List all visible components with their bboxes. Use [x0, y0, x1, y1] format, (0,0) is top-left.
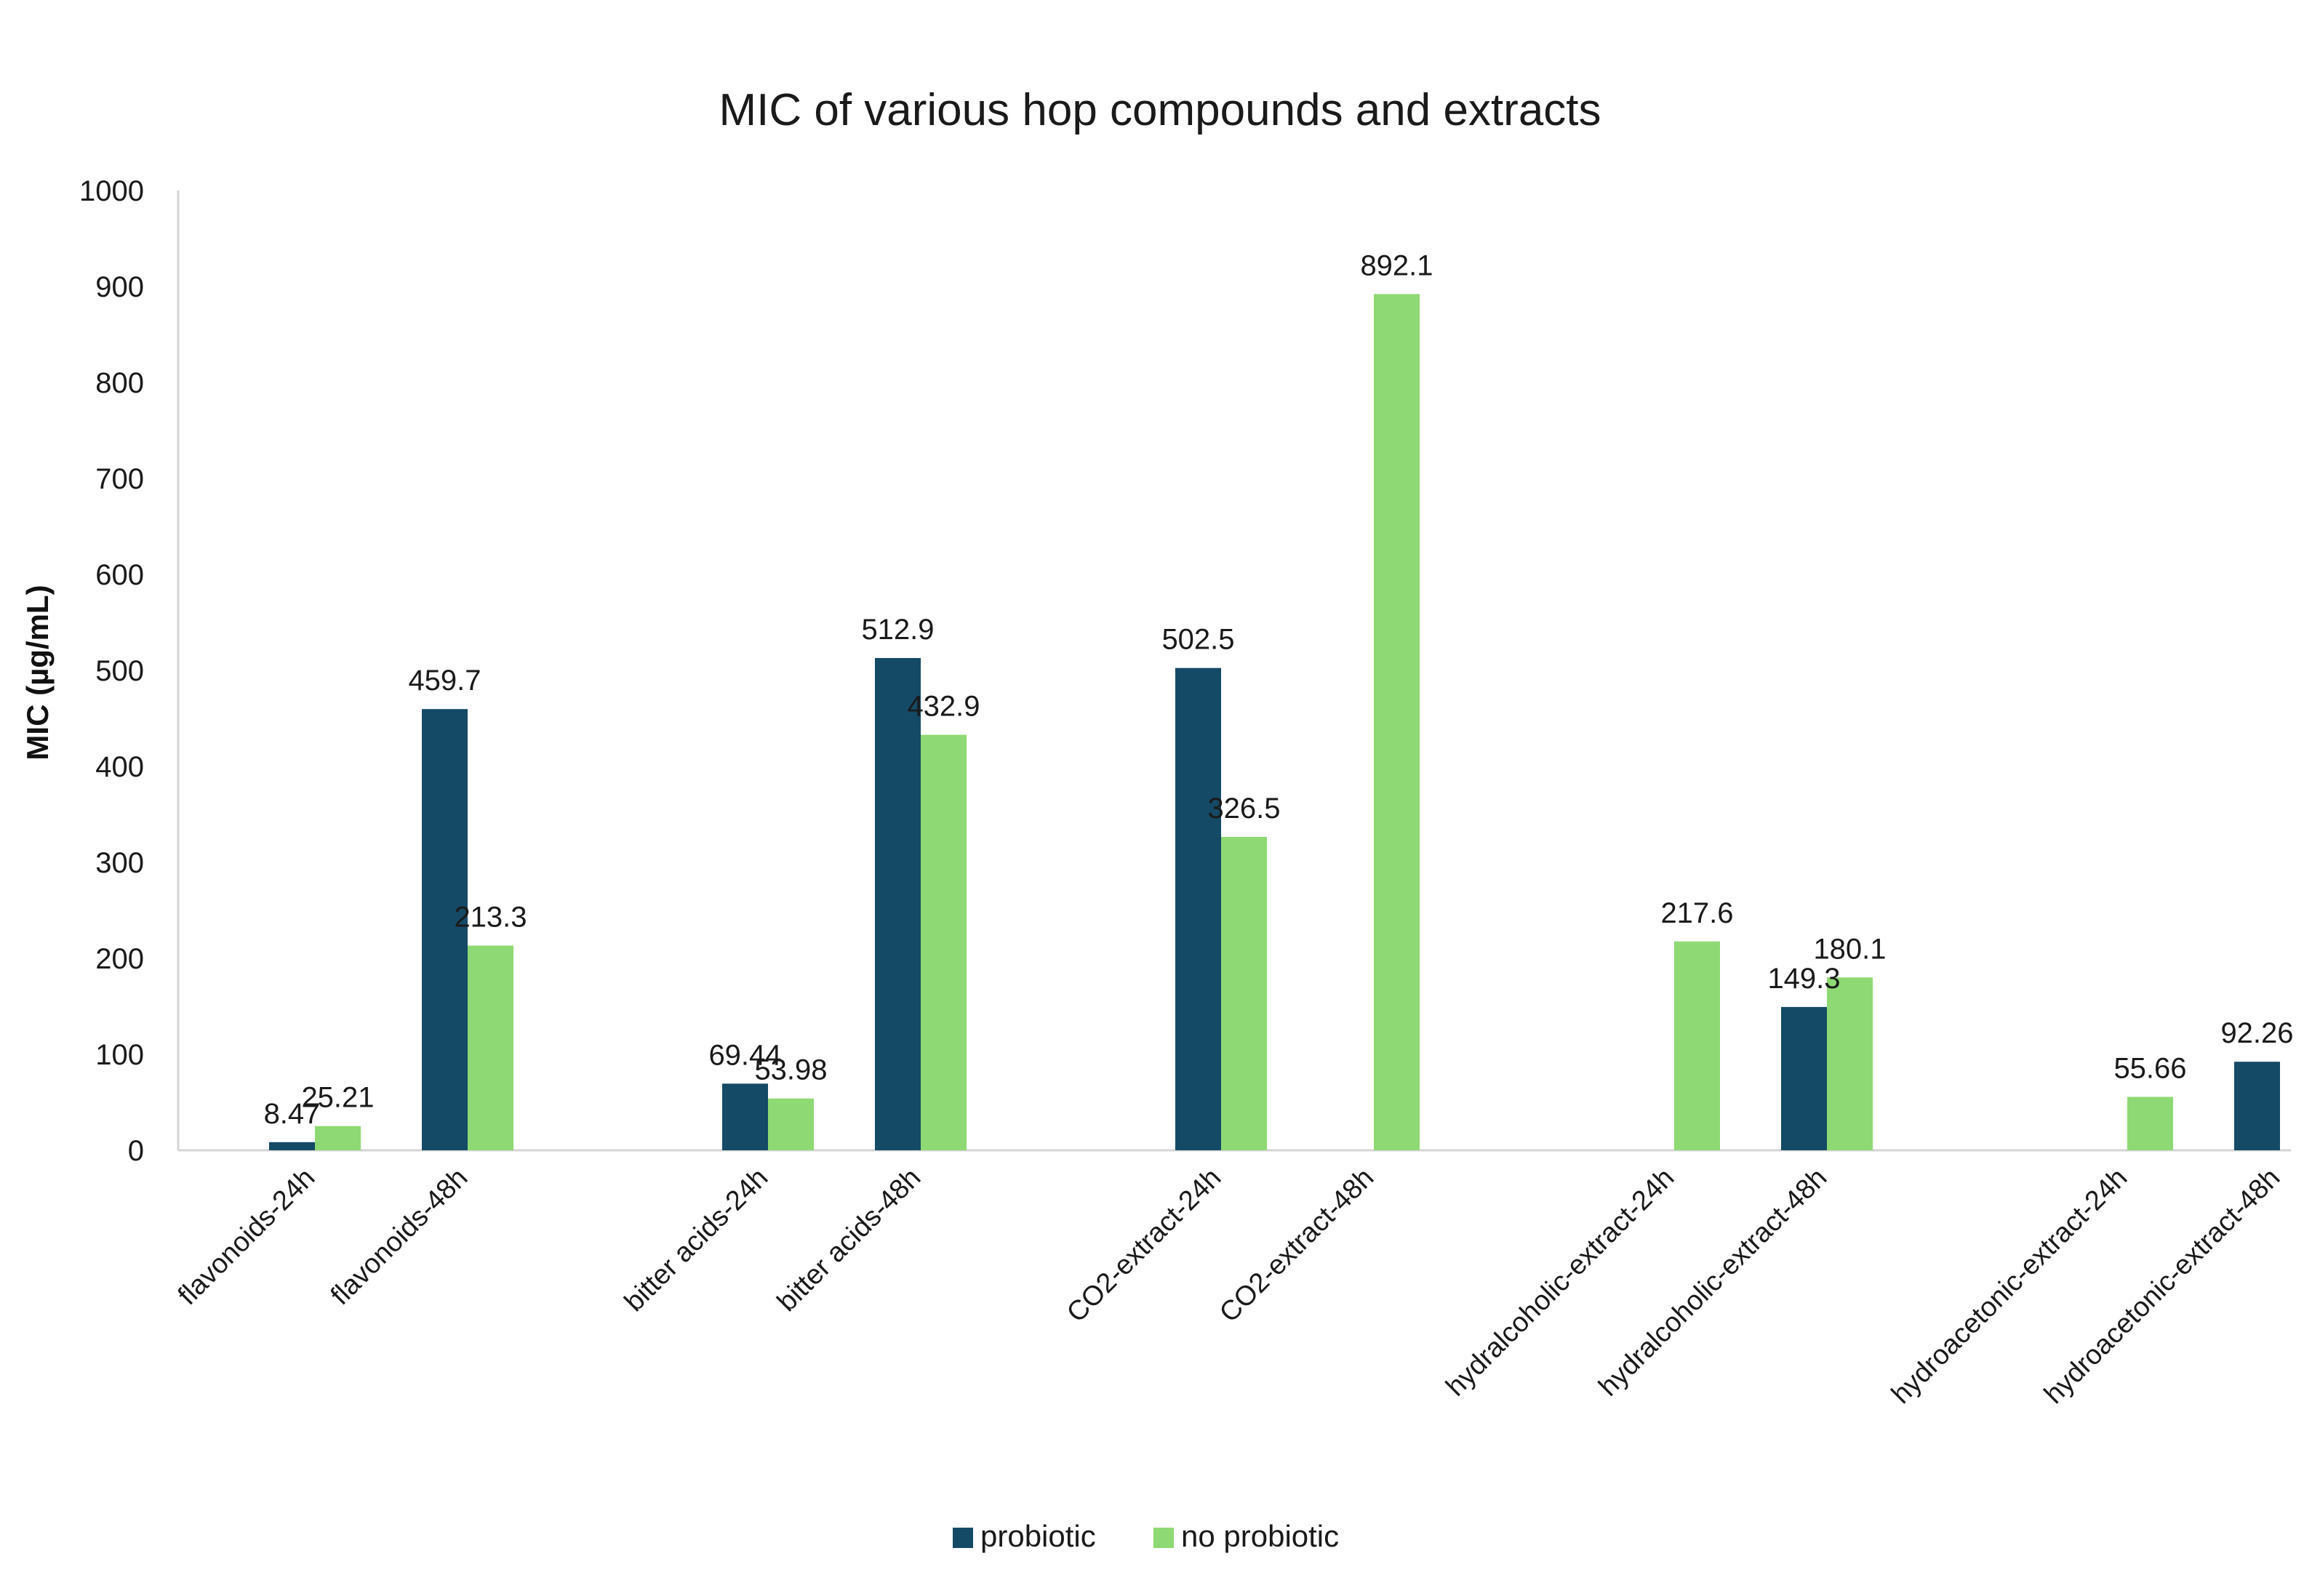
bar-probiotic: [1781, 1006, 1827, 1150]
x-tick-label: flavonoids-24h: [172, 1163, 321, 1311]
x-tick-label: CO2-extract-48h: [1214, 1163, 1380, 1328]
data-label: 432.9: [907, 691, 980, 723]
y-tick-label: 600: [95, 559, 144, 591]
y-axis-ticks: 0 100 200 300 400 500 600 700 800 900 1000: [79, 175, 144, 1167]
bar-no-probiotic: [315, 1126, 361, 1150]
bar-probiotic: [2234, 1062, 2280, 1150]
x-axis-ticks: flavonoids-24h flavonoids-48h bitter acids…: [172, 1163, 2286, 1410]
data-label: 512.9: [861, 614, 934, 646]
x-tick-label: bitter acids-48h: [772, 1163, 927, 1318]
bar-no-probiotic: [1221, 837, 1267, 1150]
bar-no-probiotic: [921, 734, 967, 1150]
x-tick-label: bitter acids-24h: [619, 1163, 774, 1318]
y-tick-label: 900: [95, 271, 144, 303]
y-axis-label: MIC (µg/mL): [20, 585, 55, 760]
data-label: 55.66: [2113, 1053, 2186, 1085]
legend-label: no probiotic: [1181, 1519, 1339, 1553]
legend: probiotic no probiotic: [953, 1519, 1339, 1553]
legend-label: probiotic: [980, 1519, 1096, 1553]
x-tick-label: flavonoids-48h: [325, 1163, 473, 1311]
bar-probiotic: [875, 657, 921, 1150]
y-tick-label: 200: [95, 943, 144, 975]
data-label: 892.1: [1360, 249, 1433, 281]
bar-no-probiotic: [1827, 977, 1873, 1150]
bar-no-probiotic: [1674, 941, 1720, 1150]
y-tick-label: 400: [95, 751, 144, 783]
bars: [269, 294, 2280, 1151]
data-label: 326.5: [1207, 793, 1280, 825]
bar-no-probiotic: [1374, 294, 1420, 1151]
data-label: 69.44: [708, 1039, 781, 1071]
bar-no-probiotic: [468, 945, 513, 1150]
y-tick-label: 700: [95, 463, 144, 495]
data-label: 502.5: [1161, 624, 1234, 656]
data-label: 92.26: [2220, 1017, 2293, 1049]
data-label: 53.98: [754, 1054, 827, 1086]
y-tick-label: 0: [128, 1135, 144, 1167]
legend-swatch-no-probiotic: [1153, 1528, 1174, 1548]
bar-no-probiotic: [2127, 1096, 2173, 1150]
y-tick-label: 800: [95, 367, 144, 399]
data-label: 25.21: [301, 1082, 374, 1114]
data-labels: 8.47 459.7 69.44 512.9 502.5 149.3 92.26 25.21 2…: [264, 249, 2294, 1129]
legend-swatch-probiotic: [953, 1528, 973, 1548]
y-tick-label: 500: [95, 655, 144, 687]
data-label: 459.7: [408, 665, 481, 697]
chart-title: MIC of various hop compounds and extract…: [719, 85, 1601, 135]
y-tick-label: 300: [95, 847, 144, 879]
data-label: 180.1: [1813, 933, 1886, 965]
bar-probiotic: [269, 1142, 315, 1150]
data-label: 8.47: [264, 1098, 321, 1130]
data-label: 149.3: [1767, 963, 1840, 995]
data-label: 217.6: [1660, 897, 1733, 929]
data-label: 213.3: [454, 901, 527, 933]
x-tick-label: CO2-extract-24h: [1061, 1163, 1227, 1328]
bar-no-probiotic: [768, 1098, 814, 1150]
bar-probiotic: [722, 1083, 768, 1150]
y-tick-label: 100: [95, 1039, 144, 1071]
bar-probiotic: [1175, 667, 1221, 1150]
y-tick-label: 1000: [79, 175, 144, 207]
bar-probiotic: [422, 709, 468, 1150]
